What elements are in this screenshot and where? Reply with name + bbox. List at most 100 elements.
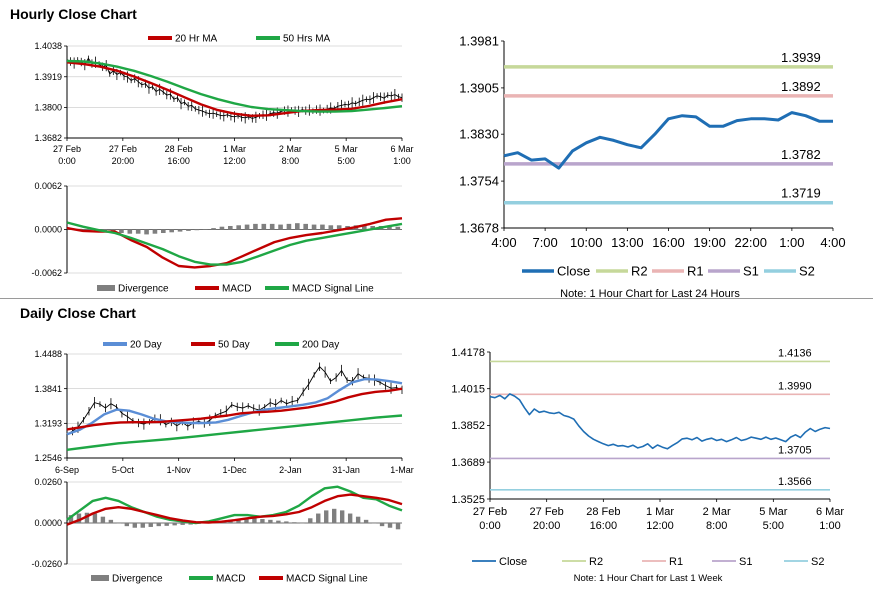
hourly-pivot-xtick-label: 7:00 <box>532 235 557 250</box>
daily-macd-divergence-bar <box>84 512 90 523</box>
daily-macd-legend-divergence-key <box>91 575 109 581</box>
daily-price-ytick-label: 1.4488 <box>34 349 62 359</box>
hourly-macd-divergence-bar <box>110 229 116 233</box>
section-divider <box>0 298 873 299</box>
hourly-price-xtick-label: 12:00 <box>223 156 246 166</box>
daily-macd-divergence-bar <box>116 523 122 524</box>
hourly-pivot-r1-value: 1.3892 <box>781 79 821 94</box>
hourly-pivot-xtick-label: 16:00 <box>652 235 685 250</box>
hourly-macd-divergence-bar <box>362 225 367 230</box>
hourly-macd-divergence-bar <box>278 224 283 230</box>
hourly-pivot-ytick-label: 1.3754 <box>459 174 499 189</box>
hourly-macd-divergence-bar <box>395 226 401 230</box>
daily-price-ytick-label: 1.3841 <box>34 384 62 394</box>
hourly-macd-divergence-bar <box>186 229 191 231</box>
hourly-macd-divergence-bar <box>311 224 317 230</box>
daily-macd-ytick-label: 0.0000 <box>34 518 62 528</box>
daily-macd-legend-macd-label: MACD <box>216 574 245 585</box>
daily-pivot-xtick-label: 20:00 <box>533 520 561 532</box>
daily-macd-divergence-bar <box>236 519 241 523</box>
hourly-price-xtick-label: 6 Mar <box>390 144 413 154</box>
hourly-macd-ytick-label: 0.0062 <box>34 181 62 191</box>
hourly-pivot-xtick-label: 10:00 <box>570 235 603 250</box>
daily-macd-ytick-label: 0.0260 <box>34 477 62 487</box>
daily-price-legend-200-day-label: 200 Day <box>302 340 339 351</box>
daily-price-close-line <box>66 366 403 436</box>
daily-pivot-xtick-label: 1:00 <box>819 520 840 532</box>
hourly-macd-divergence-bar <box>144 229 149 235</box>
daily-pivot-close-line <box>489 393 831 450</box>
hourly-price-xtick-label: 28 Feb <box>165 144 193 154</box>
daily-pivot-s1-value: 1.3705 <box>778 444 812 456</box>
daily-macd-divergence-bar <box>108 519 114 523</box>
hourly-price-xtick-label: 16:00 <box>167 156 190 166</box>
hourly-macd-divergence-bar <box>295 223 300 230</box>
daily-macd-divergence-bar <box>363 519 369 523</box>
hourly-price-ytick-label: 1.4038 <box>34 41 62 51</box>
daily-price-xtick-label: 1-Dec <box>222 465 247 475</box>
daily-macd-divergence-bar <box>204 523 209 524</box>
hourly-price-xtick-label: 1 Mar <box>223 144 246 154</box>
daily-macd-divergence-bar <box>220 520 225 523</box>
daily-pivot-note: Note: 1 Hour Chart for Last 1 Week <box>574 573 723 584</box>
hourly-macd-legend-divergence-label: Divergence <box>118 284 169 295</box>
hourly-price-close-line <box>66 57 403 119</box>
daily-macd-divergence-bar <box>172 523 177 526</box>
daily-macd-divergence-bar <box>308 518 313 523</box>
hourly-pivot-legend-close-label: Close <box>557 264 590 279</box>
hourly-macd-divergence-bar <box>244 224 250 230</box>
daily-macd-divergence-bar <box>156 523 161 527</box>
hourly-macd-divergence-bar <box>169 229 174 233</box>
daily-price-20-day-line <box>66 377 403 436</box>
daily-macd-divergence-bar <box>212 521 217 523</box>
daily-macd-divergence-bar <box>324 510 329 523</box>
daily-pivot-legend-close-label: Close <box>499 556 527 568</box>
daily-pivot-xtick-label: 28 Feb <box>586 506 620 518</box>
hourly-price-xtick-label: 20:00 <box>112 156 135 166</box>
daily-price-legend-20-day-label: 20 Day <box>130 340 162 351</box>
daily-macd-divergence-bar <box>300 523 305 524</box>
daily-macd-divergence-bar <box>244 518 249 523</box>
daily-pivot-ytick-label: 1.4015 <box>451 384 485 396</box>
hourly-pivot-s1-value: 1.3782 <box>781 147 821 162</box>
daily-macd-divergence-bar <box>140 523 145 528</box>
hourly-macd-divergence-bar <box>236 225 241 230</box>
hourly-pivot-ytick-label: 1.3678 <box>459 221 499 236</box>
hourly-macd-divergence-bar <box>286 223 292 230</box>
hourly-macd-legend-macd-label: MACD <box>222 284 251 295</box>
hourly-pivot-r2-value: 1.3939 <box>781 50 821 65</box>
daily-macd-divergence-bar <box>292 522 297 523</box>
hourly-price-xtick-label: 8:00 <box>282 156 300 166</box>
hourly-pivot-xtick-label: 13:00 <box>611 235 644 250</box>
daily-macd-divergence-bar <box>252 518 257 523</box>
daily-pivot-xtick-label: 16:00 <box>590 520 618 532</box>
hourly-pivot-xtick-label: 4:00 <box>491 235 516 250</box>
daily-pivot-xtick-label: 0:00 <box>479 520 500 532</box>
daily-pivot-ytick-label: 1.3852 <box>451 420 485 432</box>
hourly-macd-divergence-bar <box>177 229 183 232</box>
hourly-pivot-xtick-label: 4:00 <box>820 235 845 250</box>
hourly-pivot-legend-s2-label: S2 <box>799 264 815 279</box>
daily-pivot-xtick-label: 12:00 <box>646 520 674 532</box>
daily-pivot-xtick-label: 27 Feb <box>473 506 507 518</box>
hourly-macd-divergence-bar <box>387 226 392 230</box>
hourly-macd-divergence-bar <box>94 229 99 231</box>
hourly-macd-divergence-bar <box>353 225 359 230</box>
daily-price-xtick-label: 5-Oct <box>112 465 135 475</box>
daily-price-xtick-label: 1-Nov <box>167 465 192 475</box>
hourly-macd-divergence-bar <box>211 228 216 230</box>
daily-macd-macd-line <box>66 485 403 525</box>
daily-pivot-r1-value: 1.3990 <box>778 380 812 392</box>
daily-pivot-legend-s1-label: S1 <box>739 556 752 568</box>
daily-macd-legend-divergence-label: Divergence <box>112 574 163 585</box>
hourly-price-xtick-label: 27 Feb <box>109 144 137 154</box>
hourly-macd-divergence-bar <box>102 229 107 232</box>
daily-macd-legend-macd-signal-line-label: MACD Signal Line <box>286 574 368 585</box>
hourly-price-legend-50-hrs-ma-label: 50 Hrs MA <box>283 34 331 45</box>
